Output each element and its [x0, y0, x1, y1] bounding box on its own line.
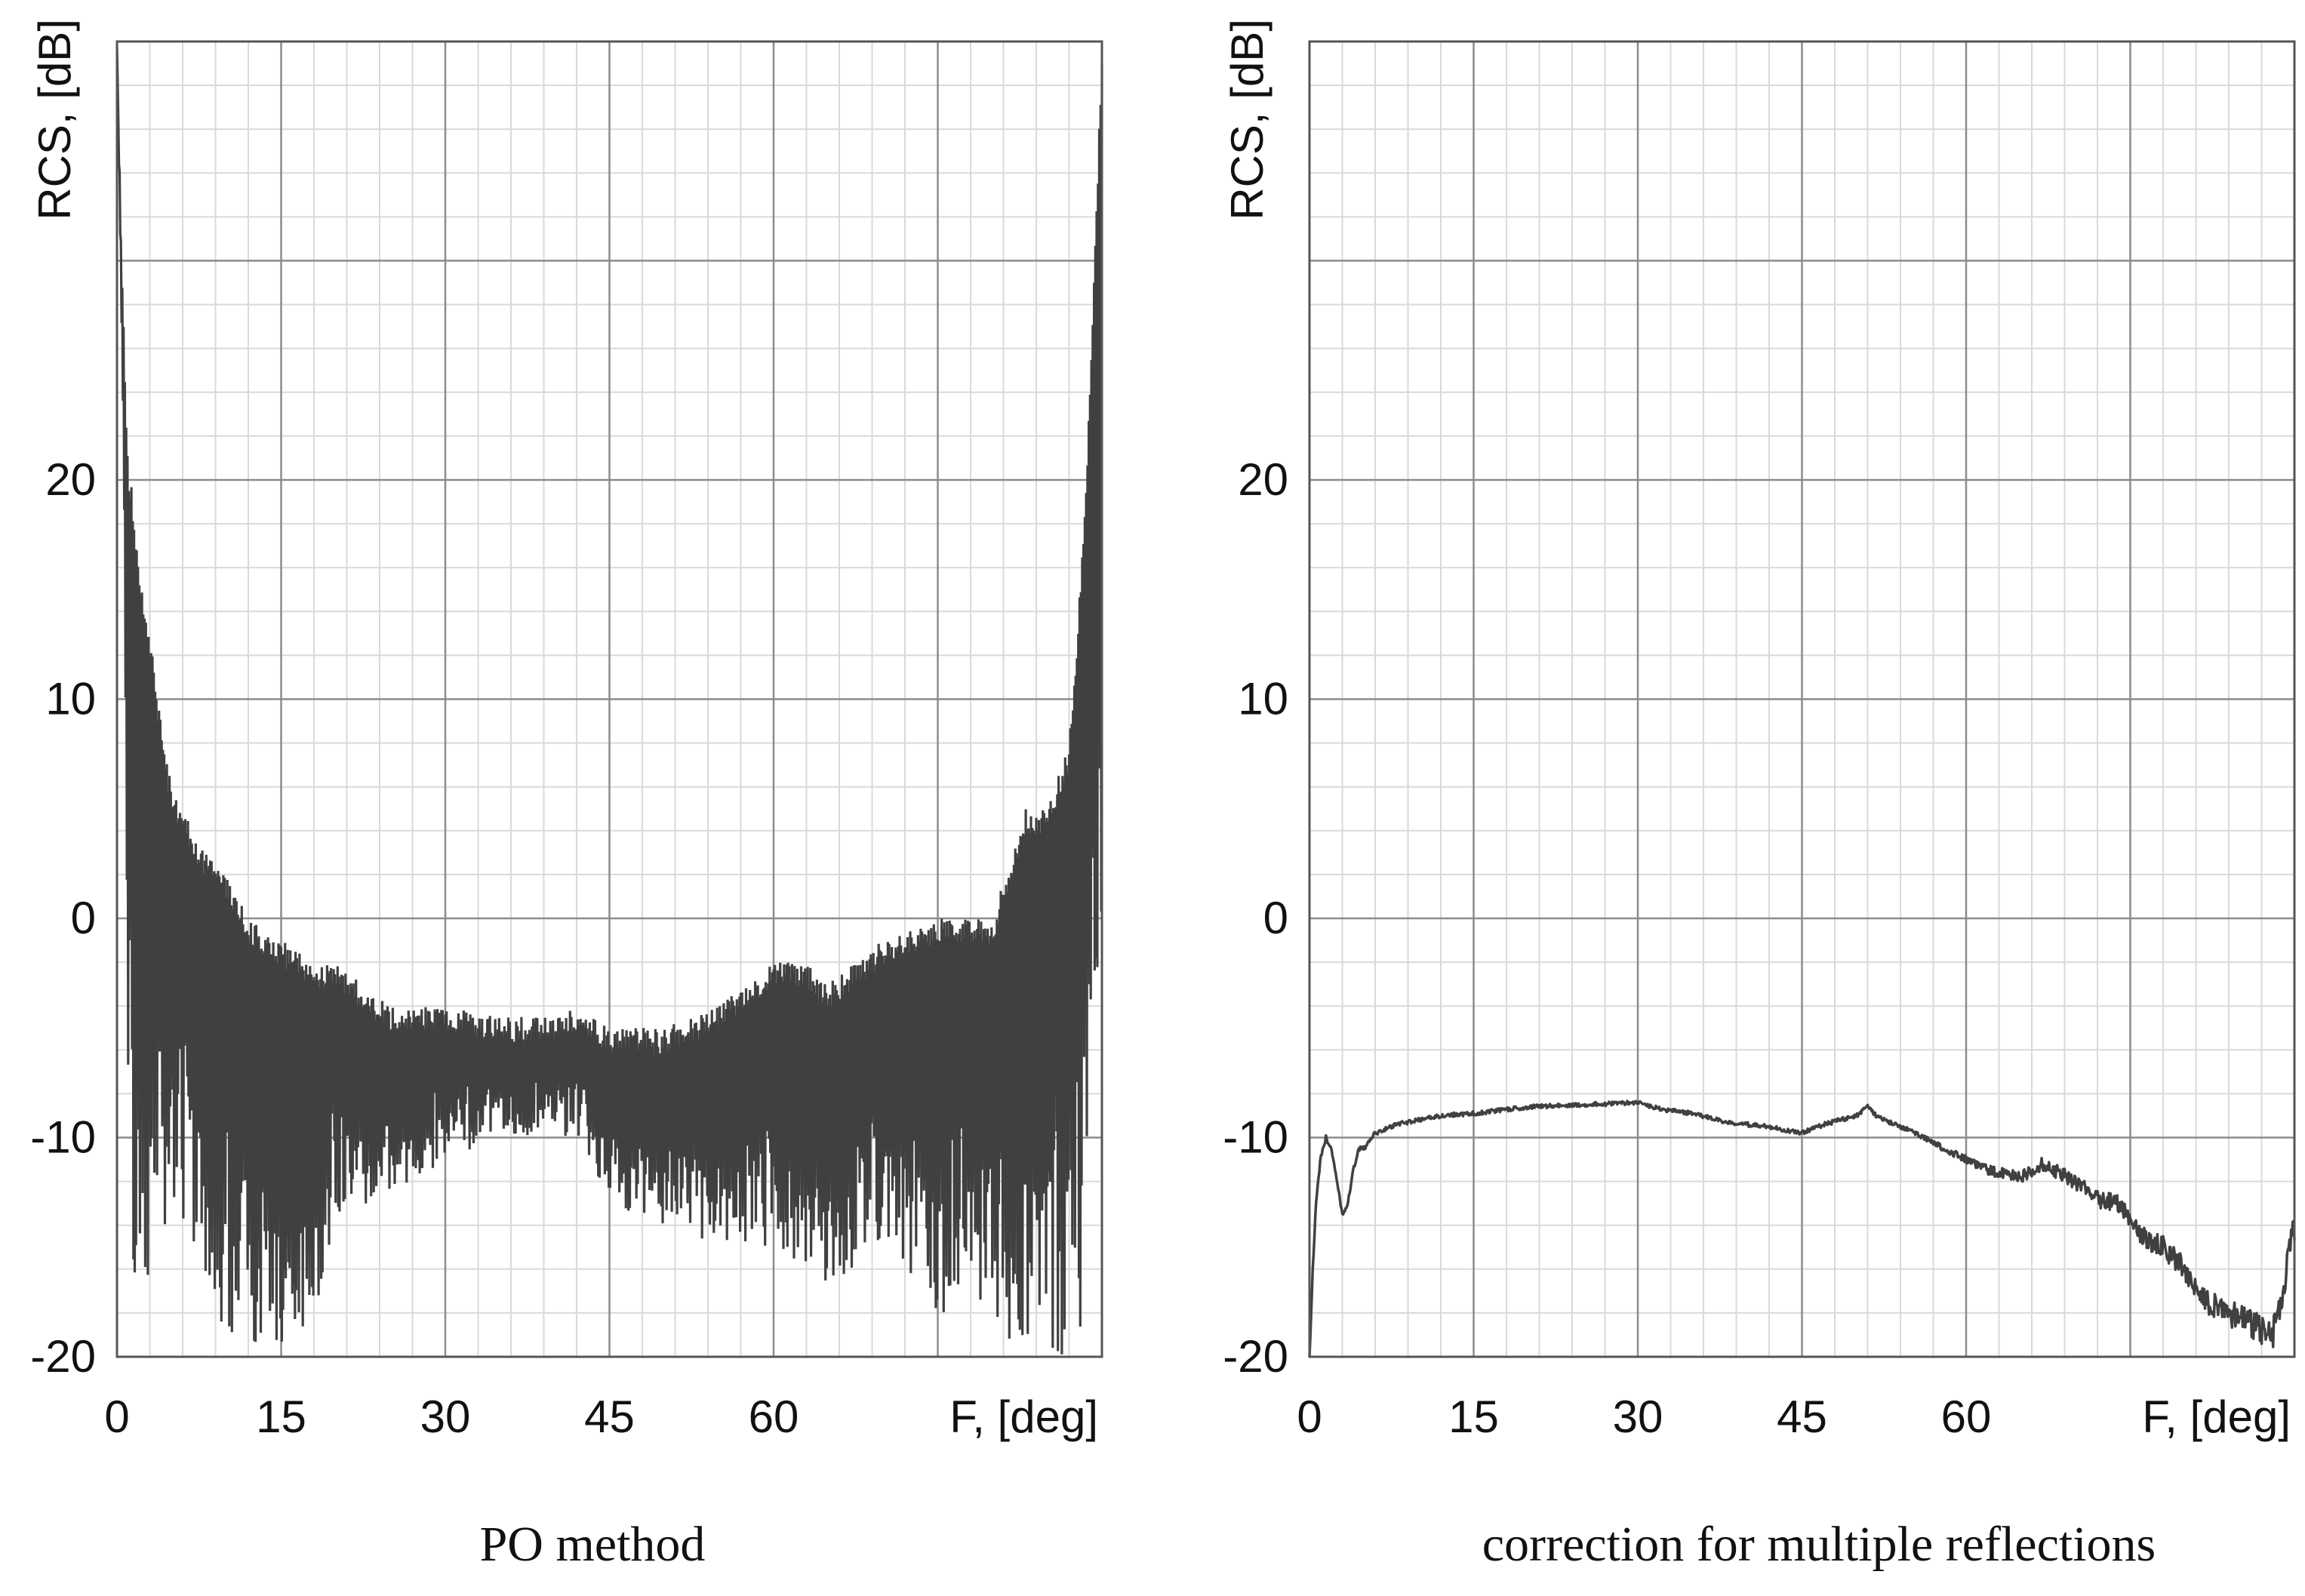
- x-tick-label: 45: [1777, 1392, 1827, 1442]
- y-tick-label: -20: [30, 1331, 96, 1382]
- series-line-corrected: [1308, 1099, 2296, 1358]
- y-tick-label: -20: [1223, 1331, 1288, 1382]
- x-tick-label: 60: [749, 1392, 799, 1442]
- y-tick-label: 0: [71, 893, 96, 943]
- y-tick-label: 10: [1238, 674, 1288, 724]
- y-axis-label: RCS, [dB]: [1222, 19, 1273, 220]
- plot-frame: [115, 40, 1103, 1358]
- chart-po-method: -20 -10 0 10 20 0 15 30 45 60 RCS, [dB] F, [deg]…: [29, 19, 1103, 1572]
- y-tick-labels: -20 -10 0 10 20: [1223, 454, 1288, 1382]
- x-axis-label: F, [deg]: [949, 1392, 1098, 1442]
- x-tick-label: 0: [104, 1392, 129, 1442]
- series-line-po: [115, 46, 1103, 1355]
- x-tick-label: 15: [256, 1392, 306, 1442]
- series-layer: [115, 46, 1103, 1355]
- x-tick-label: 30: [420, 1392, 471, 1442]
- y-tick-label: 0: [1263, 893, 1288, 943]
- chart-multiple-reflections: -20 -10 0 10 20 0 15 30 45 60 RCS, [dB] F, [deg]…: [1222, 19, 2296, 1572]
- y-tick-label: 10: [45, 674, 96, 724]
- major-grid: [1308, 40, 2296, 1358]
- x-tick-label: 60: [1941, 1392, 1992, 1442]
- chart-caption: PO method: [480, 1517, 706, 1572]
- plot-frame: [1308, 40, 2296, 1358]
- x-tick-label: 0: [1297, 1392, 1322, 1442]
- x-tick-labels: 0 15 30 45 60: [1297, 1392, 1991, 1442]
- y-tick-label: 20: [45, 454, 96, 505]
- x-tick-label: 30: [1613, 1392, 1663, 1442]
- y-tick-label: 20: [1238, 454, 1288, 505]
- y-tick-labels: -20 -10 0 10 20: [30, 454, 96, 1382]
- chart-caption: correction for multiple reflections: [1482, 1517, 2156, 1572]
- x-tick-label: 45: [584, 1392, 635, 1442]
- y-tick-label: -10: [30, 1112, 96, 1163]
- x-axis-label: F, [deg]: [2142, 1392, 2291, 1442]
- y-tick-label: -10: [1223, 1112, 1288, 1163]
- series-layer: [1308, 1099, 2296, 1358]
- x-tick-label: 15: [1448, 1392, 1499, 1442]
- y-axis-label: RCS, [dB]: [29, 19, 80, 220]
- x-tick-labels: 0 15 30 45 60: [104, 1392, 799, 1442]
